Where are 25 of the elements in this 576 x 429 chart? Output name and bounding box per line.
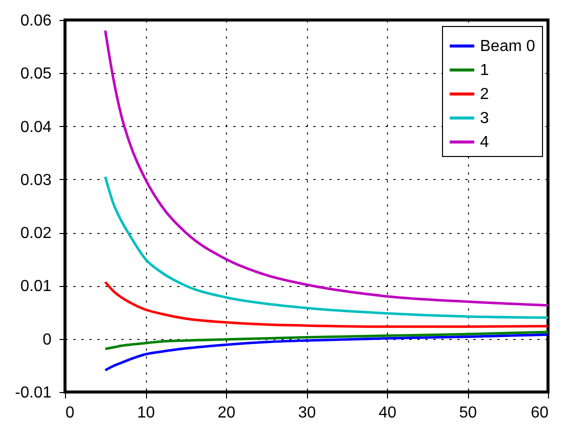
line-series [104, 333, 548, 372]
legend-label: Beam 0 [480, 38, 536, 55]
legend-label: 1 [480, 62, 489, 79]
y-tick-label: 0.01 [20, 278, 52, 296]
legend-label: 4 [480, 134, 489, 151]
legend-label: 3 [480, 110, 489, 127]
y-tick-label: 0.04 [20, 118, 52, 136]
y-tick-label: -0.01 [15, 384, 52, 402]
y-tick-label: 0.02 [20, 225, 52, 242]
x-tick-label: 0 [66, 404, 74, 422]
y-tick-label: 0.03 [20, 172, 52, 189]
y-tick-label: 0.05 [20, 66, 52, 83]
line-series [104, 176, 548, 319]
x-tick-label: 20 [218, 404, 236, 422]
line-series [104, 330, 548, 350]
line-series [104, 29, 548, 307]
legend-label: 2 [480, 86, 489, 103]
x-tick-label: 10 [137, 404, 155, 422]
x-tick-label: 40 [378, 404, 396, 422]
y-tick-label: 0 [42, 331, 52, 348]
line-series [104, 280, 548, 328]
x-tick-label: 60 [530, 404, 549, 422]
x-tick-label: 50 [459, 404, 477, 422]
y-tick-label: 0.06 [20, 12, 52, 30]
x-tick-label: 30 [298, 404, 316, 422]
